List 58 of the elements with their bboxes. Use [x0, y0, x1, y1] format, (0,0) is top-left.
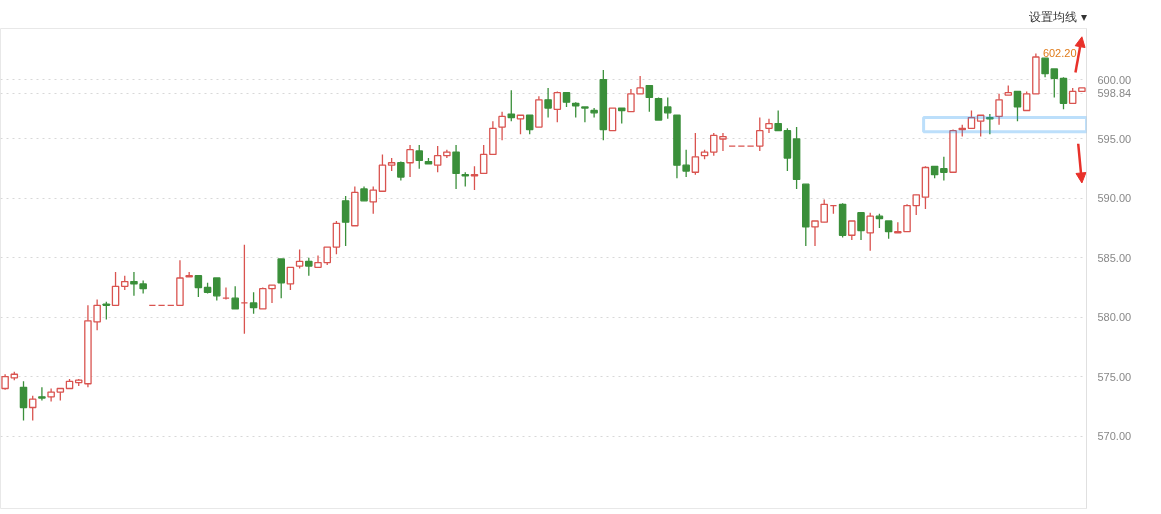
candlestick [691, 132, 700, 176]
candlestick [231, 285, 239, 310]
candlestick [19, 380, 28, 422]
candlestick [627, 88, 635, 113]
candlestick [976, 114, 985, 138]
candlestick [774, 109, 782, 132]
y-tick-label: 598.84 [1097, 87, 1132, 100]
candlestick [213, 277, 221, 302]
y-tick-label: 585.00 [1097, 251, 1132, 264]
candlestick [277, 258, 285, 299]
candlestick [1041, 57, 1049, 78]
candlestick [1013, 90, 1022, 122]
candlestick [479, 144, 488, 175]
y-tick-label: 570.00 [1097, 430, 1132, 443]
text: 设置均线 ▾ [1029, 9, 1087, 24]
candlestick [249, 291, 258, 315]
candlestick [848, 220, 856, 241]
candlestick [111, 271, 120, 306]
candlestick [636, 75, 644, 95]
candlestick [682, 149, 690, 178]
candlestick [507, 89, 516, 122]
candlestick [590, 107, 598, 119]
candlestick [1022, 90, 1031, 112]
candlestick [498, 111, 506, 141]
y-tick-label: 590.00 [1097, 192, 1132, 205]
candlestick [332, 220, 341, 255]
candlestick [369, 185, 378, 215]
candlestick [286, 266, 295, 291]
candlestick [544, 87, 552, 119]
y-tick-label: 600.00 [1097, 73, 1132, 86]
y-tick-label: 575.00 [1097, 370, 1132, 383]
candlestick [857, 212, 865, 241]
candlestick [433, 145, 442, 173]
candlestick [452, 144, 460, 190]
candlestick [654, 96, 663, 121]
y-tick-label: 580.00 [1097, 311, 1132, 324]
candlestick [581, 106, 589, 124]
candlestick [194, 274, 203, 298]
candlestick [663, 96, 672, 120]
candlestick [756, 116, 764, 152]
candlestick [608, 107, 617, 132]
candlestick [995, 93, 1003, 126]
candlestick [553, 90, 562, 124]
candlestick [1050, 68, 1059, 99]
candlestick [986, 113, 994, 135]
candlestick [341, 195, 350, 247]
candlestick [525, 114, 534, 135]
candlestick [130, 271, 138, 297]
candlestick [38, 386, 46, 402]
candlestick [940, 156, 948, 182]
candlestick [866, 212, 874, 252]
candlestick [406, 144, 414, 178]
candlestick [645, 84, 654, 113]
y-tick-label: 595.00 [1097, 133, 1132, 145]
candlestick [268, 284, 276, 304]
candlestick [295, 248, 304, 270]
candlestick [415, 144, 424, 170]
annotation: 602.20 [1042, 47, 1077, 60]
